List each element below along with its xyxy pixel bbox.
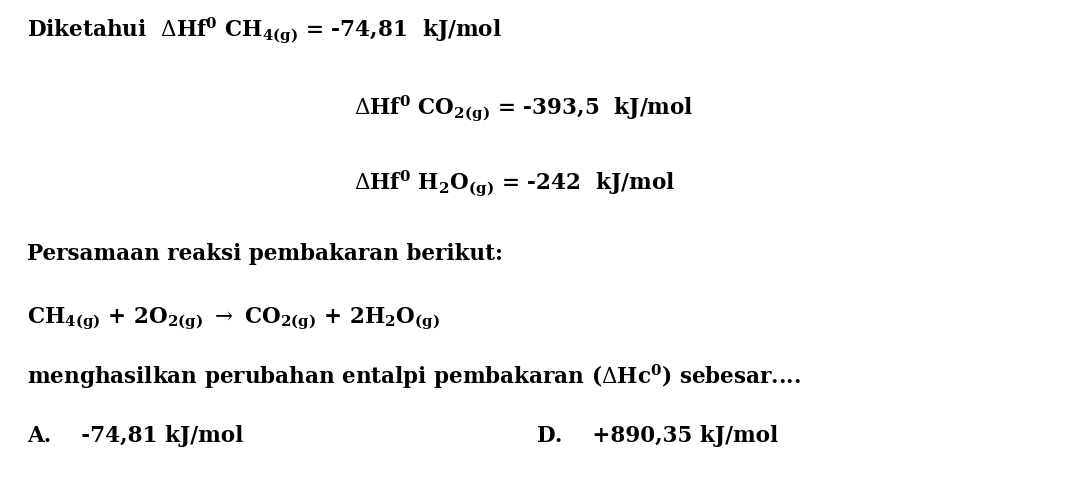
Text: menghasilkan perubahan entalpi pembakaran ($\Delta\mathbf{Hc^0}$) sebesar....: menghasilkan perubahan entalpi pembakara…: [27, 363, 801, 391]
Text: $\Delta\mathbf{Hf^0}$ $\mathbf{CO_{2(g)}}$ = -393,5  kJ/mol: $\Delta\mathbf{Hf^0}$ $\mathbf{CO_{2(g)}…: [354, 93, 694, 123]
Text: $\mathbf{CH_{4(g)}}$ + $\mathbf{2O_{2(g)}}$ $\rightarrow$ $\mathbf{CO_{2(g)}}$ +: $\mathbf{CH_{4(g)}}$ + $\mathbf{2O_{2(g)…: [27, 306, 440, 332]
Text: Persamaan reaksi pembakaran berikut:: Persamaan reaksi pembakaran berikut:: [27, 243, 503, 265]
Text: Diketahui  $\Delta\mathbf{Hf^0}$ $\mathbf{CH_{4(g)}}$ = -74,81  kJ/mol: Diketahui $\Delta\mathbf{Hf^0}$ $\mathbf…: [27, 16, 502, 45]
Text: $\Delta\mathbf{Hf^0}$ $\mathbf{H_2O_{(g)}}$ = -242  kJ/mol: $\Delta\mathbf{Hf^0}$ $\mathbf{H_2O_{(g)…: [354, 169, 676, 198]
Text: D.    +890,35 kJ/mol: D. +890,35 kJ/mol: [537, 425, 779, 447]
Text: A.    -74,81 kJ/mol: A. -74,81 kJ/mol: [27, 425, 243, 447]
